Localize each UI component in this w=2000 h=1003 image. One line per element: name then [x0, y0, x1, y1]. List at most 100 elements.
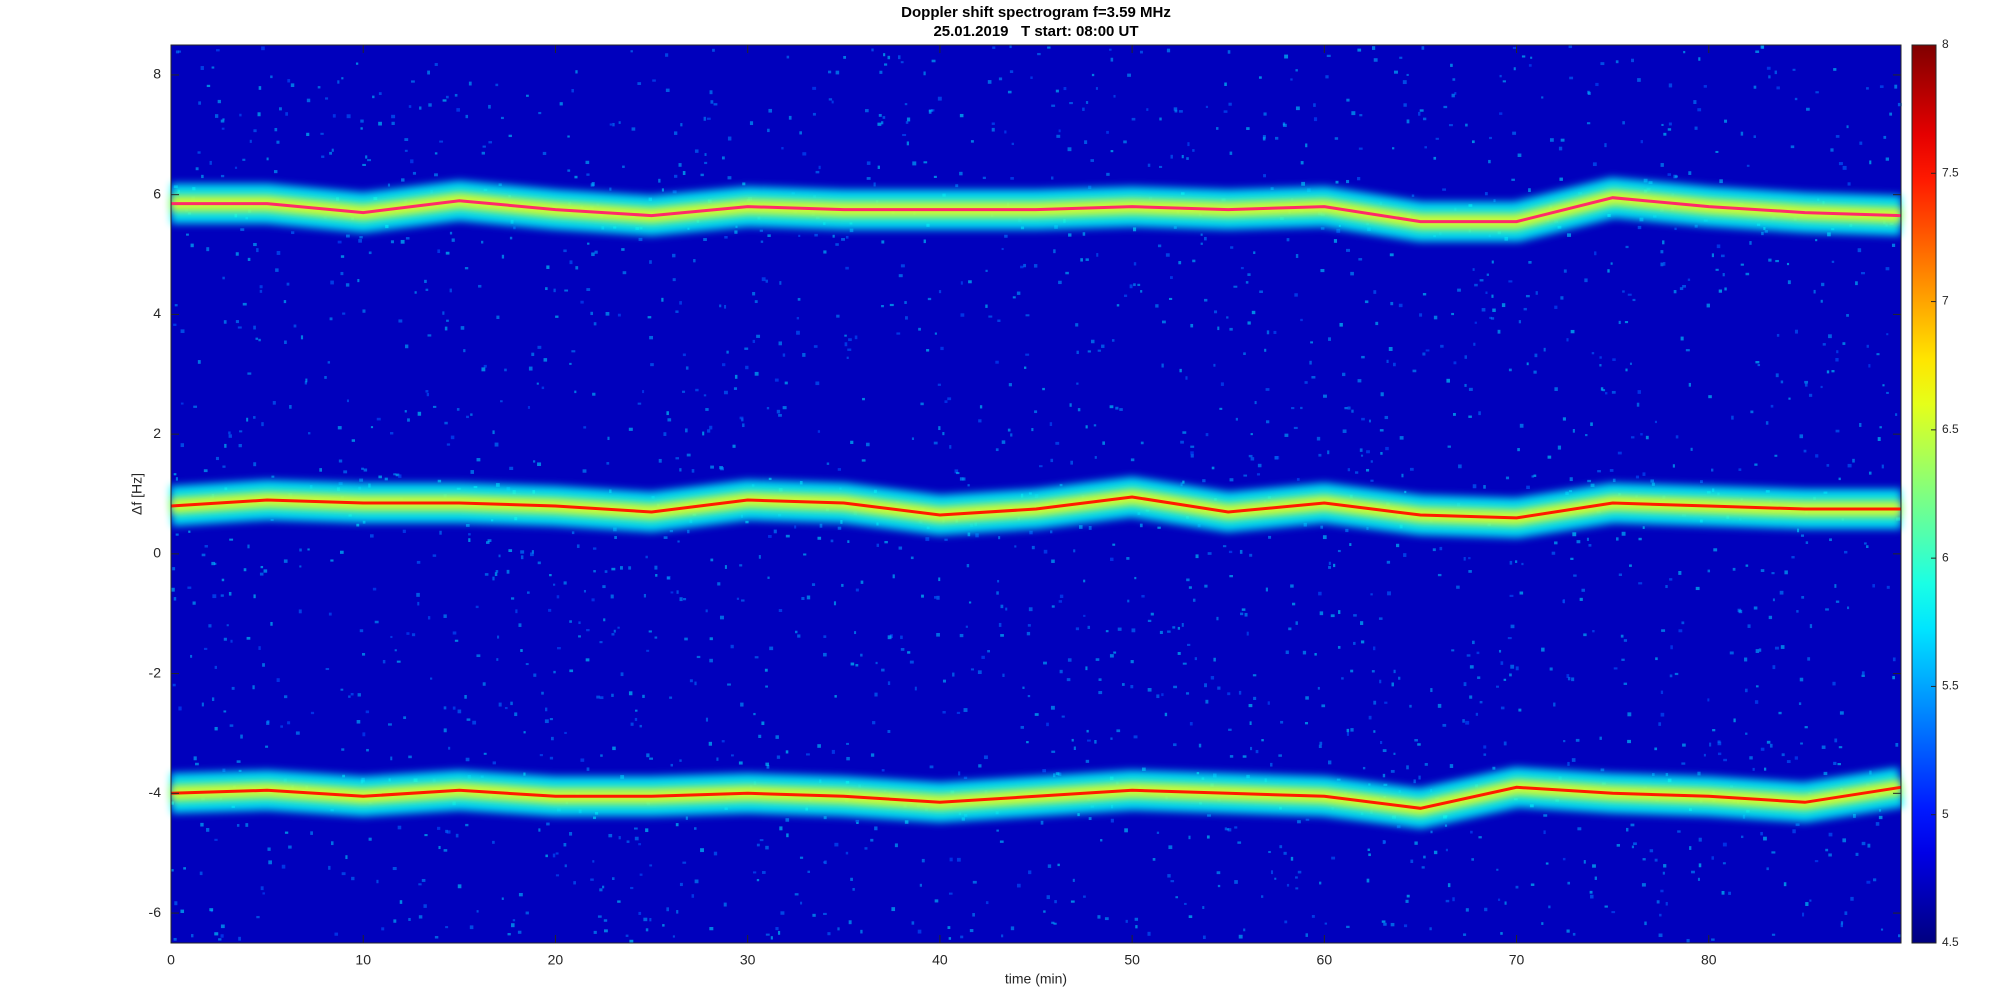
noise-speck: [661, 188, 664, 192]
noise-speck: [405, 237, 410, 240]
noise-speck: [817, 744, 821, 748]
noise-speck: [183, 867, 187, 870]
noise-speck: [590, 878, 594, 881]
noise-speck: [329, 317, 333, 321]
noise-speck: [1722, 862, 1726, 865]
noise-speck: [1249, 553, 1253, 557]
noise-speck: [1264, 348, 1267, 352]
noise-speck: [738, 761, 743, 765]
noise-speck: [1484, 192, 1488, 196]
noise-speck: [573, 881, 576, 885]
noise-speck: [1368, 419, 1371, 423]
noise-speck: [407, 418, 410, 422]
noise-speck: [1300, 161, 1304, 165]
noise-speck: [1370, 460, 1373, 463]
noise-speck: [1886, 333, 1889, 336]
noise-speck: [799, 856, 804, 859]
noise-speck: [956, 711, 961, 714]
noise-speck: [1105, 630, 1109, 633]
noise-speck: [802, 152, 807, 156]
noise-speck: [406, 632, 410, 635]
noise-speck: [417, 411, 422, 416]
noise-speck: [417, 601, 420, 606]
noise-speck: [713, 103, 718, 106]
noise-speck: [726, 350, 729, 354]
noise-speck: [1615, 537, 1619, 541]
noise-speck: [434, 63, 438, 66]
noise-speck: [200, 822, 204, 827]
noise-speck: [1474, 283, 1478, 287]
noise-speck: [488, 141, 493, 144]
noise-speck: [520, 649, 523, 652]
noise-speck: [1584, 278, 1588, 283]
noise-speck: [1815, 454, 1819, 458]
noise-speck: [563, 581, 567, 585]
noise-speck: [898, 546, 903, 550]
noise-speck: [1418, 111, 1421, 116]
noise-speck: [1224, 827, 1228, 831]
noise-speck: [1472, 640, 1475, 645]
noise-speck: [1204, 584, 1208, 588]
noise-speck: [1184, 902, 1187, 905]
noise-speck: [985, 269, 988, 272]
noise-speck: [1217, 686, 1221, 690]
noise-speck: [705, 609, 708, 613]
noise-speck: [705, 717, 709, 722]
noise-speck: [555, 315, 559, 318]
noise-speck: [1421, 46, 1425, 50]
noise-speck: [1034, 713, 1039, 716]
noise-speck: [238, 769, 242, 772]
noise-speck: [1379, 741, 1383, 745]
noise-speck: [586, 628, 590, 632]
noise-speck: [356, 720, 361, 724]
noise-speck: [186, 233, 189, 236]
noise-speck: [1357, 48, 1362, 52]
noise-speck: [1327, 760, 1332, 765]
noise-speck: [298, 609, 302, 614]
noise-speck: [710, 465, 714, 469]
noise-speck: [1668, 83, 1673, 88]
noise-speck: [1182, 662, 1187, 665]
noise-speck: [1688, 171, 1692, 175]
noise-speck: [1286, 238, 1290, 242]
noise-speck: [613, 629, 616, 633]
noise-speck: [1004, 130, 1007, 134]
noise-speck: [1669, 578, 1673, 581]
noise-speck: [1835, 600, 1840, 603]
noise-speck: [996, 591, 999, 595]
noise-speck: [1694, 126, 1698, 130]
noise-speck: [1285, 650, 1289, 655]
noise-speck: [1205, 105, 1209, 109]
noise-speck: [1265, 388, 1270, 391]
noise-speck: [734, 230, 738, 234]
noise-speck: [1228, 728, 1232, 731]
noise-speck: [672, 253, 676, 258]
noise-speck: [1219, 407, 1223, 410]
noise-speck: [1636, 402, 1640, 407]
noise-speck: [906, 141, 909, 146]
noise-speck: [730, 644, 734, 649]
noise-speck: [1270, 762, 1273, 767]
noise-speck: [889, 303, 894, 307]
noise-speck: [236, 760, 241, 763]
noise-speck: [1483, 745, 1487, 749]
noise-speck: [1070, 460, 1073, 465]
noise-speck: [1891, 243, 1896, 247]
noise-speck: [1560, 138, 1565, 142]
noise-speck: [1588, 544, 1592, 547]
noise-speck: [1585, 434, 1588, 437]
noise-speck: [815, 381, 820, 386]
noise-speck: [255, 337, 259, 340]
noise-speck: [1446, 378, 1450, 383]
noise-speck: [741, 418, 744, 422]
noise-speck: [638, 237, 643, 242]
noise-speck: [1073, 549, 1076, 553]
noise-speck: [1241, 608, 1246, 611]
noise-speck: [1192, 259, 1196, 263]
noise-speck: [938, 426, 941, 431]
noise-speck: [689, 679, 693, 683]
noise-speck: [1133, 262, 1137, 266]
noise-speck: [173, 937, 177, 941]
noise-speck: [1477, 676, 1481, 679]
noise-speck: [958, 771, 961, 776]
